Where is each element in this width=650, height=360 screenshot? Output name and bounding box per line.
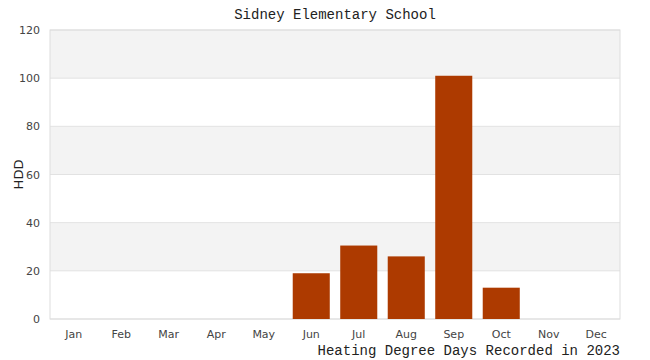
- y-axis-label: HDD: [11, 160, 26, 190]
- bar: [578, 319, 615, 320]
- y-tick-label: 100: [19, 72, 40, 85]
- bar: [245, 319, 282, 320]
- x-tick-label: Sep: [443, 328, 464, 341]
- y-tick-label: 40: [26, 217, 40, 230]
- y-tick-label: 0: [33, 313, 40, 326]
- x-tick-label: Aug: [396, 328, 417, 341]
- x-tick-label: Jun: [302, 328, 320, 341]
- x-tick-label: Feb: [112, 328, 131, 341]
- grid-line: [50, 222, 620, 223]
- plot-background: [50, 30, 620, 319]
- bar: [150, 319, 187, 320]
- bar: [435, 76, 472, 319]
- bars: [293, 76, 520, 319]
- bar: [388, 256, 425, 319]
- chart-svg: 0 20 40 60 80 100 120 Jan Feb Mar Apr May Jun Jul Aug S…: [0, 0, 650, 360]
- y-tick-label: 120: [19, 24, 40, 37]
- y-tick-label: 60: [26, 169, 40, 182]
- y-tick-label: 80: [26, 120, 40, 133]
- plot-frame: [50, 30, 620, 319]
- bar: [530, 319, 567, 320]
- grid-band: [50, 126, 620, 174]
- x-tick-label: Jan: [64, 328, 82, 341]
- bar: [293, 273, 330, 319]
- x-tick-label: Dec: [586, 328, 607, 341]
- grid-line: [50, 174, 620, 175]
- x-axis-label: Heating Degree Days Recorded in 2023: [318, 343, 620, 359]
- chart-title: Sidney Elementary School: [234, 7, 436, 23]
- x-tick-label: Apr: [207, 328, 227, 341]
- x-tick-label: Oct: [492, 328, 512, 341]
- x-tick-label: May: [252, 328, 275, 341]
- bar: [55, 319, 92, 320]
- x-tick-label: Jul: [351, 328, 365, 341]
- bar: [103, 319, 140, 320]
- grid-band: [50, 30, 620, 78]
- y-tick-label: 20: [26, 265, 40, 278]
- grid-line: [50, 78, 620, 79]
- x-tick-label: Mar: [158, 328, 179, 341]
- grid-line: [50, 126, 620, 127]
- bar: [483, 288, 520, 319]
- bar: [198, 319, 235, 320]
- bar: [340, 246, 377, 319]
- x-tick-label: Nov: [538, 328, 560, 341]
- chart-container: 0 20 40 60 80 100 120 Jan Feb Mar Apr May Jun Jul Aug S…: [0, 0, 650, 360]
- grid-line: [50, 270, 620, 271]
- grid-band: [50, 223, 620, 271]
